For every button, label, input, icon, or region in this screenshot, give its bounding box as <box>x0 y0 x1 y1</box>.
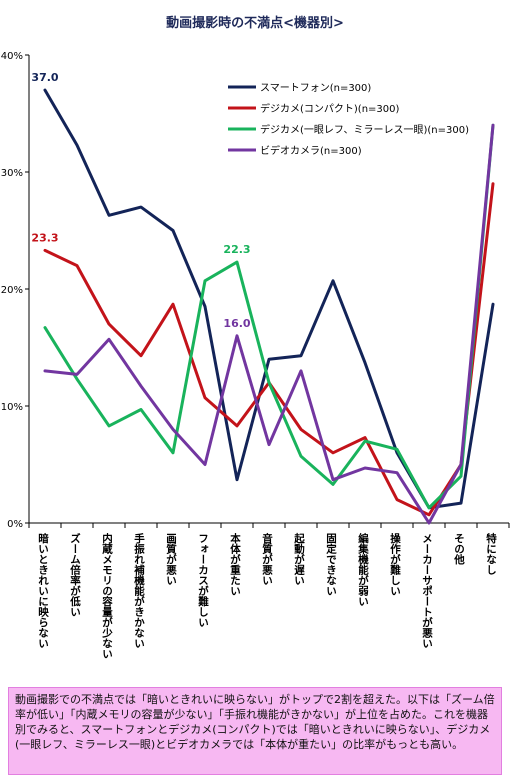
series-line-3 <box>43 123 495 525</box>
legend-label: デジカメ(一眼レフ、ミラーレス一眼)(n=300) <box>260 123 469 136</box>
chart-axes: 0% 10% 20% 30% 40% 暗いときれいに映らない ズーム倍率が低い 内蔵メモリの容… <box>1 51 510 659</box>
x-tick-label: 画質が悪い <box>165 533 177 586</box>
line-chart: 0% 10% 20% 30% 40% 暗いときれいに映らない ズーム倍率が低い 内蔵メモリの容… <box>1 51 510 659</box>
data-label: 16.0 <box>223 317 250 330</box>
chart-title: 動画撮影時の不満点<機器別> <box>166 16 344 31</box>
x-tick-label: その他 <box>453 533 465 565</box>
y-tick-label: 0% <box>7 519 23 530</box>
y-tick-label: 30% <box>1 168 23 179</box>
legend-label: デジカメ(コンパクト)(n=300) <box>260 102 400 115</box>
x-tick-label: 操作が難しい <box>389 532 401 596</box>
x-tick-label: 本体が重たい <box>229 532 241 596</box>
data-label: 37.0 <box>31 71 58 84</box>
x-tick-label: ズーム倍率が低い <box>69 532 81 617</box>
x-tick-label: メーカーサポートが悪い <box>421 533 433 649</box>
x-tick-label: 暗いときれいに映らない <box>37 532 49 648</box>
x-tick-label: フォーカスが難しい <box>197 533 209 628</box>
data-label: 22.3 <box>223 243 250 256</box>
x-tick-label: 内蔵メモリの容量が少ない <box>101 532 113 659</box>
x-tick-label: 起動が遅い <box>293 532 305 585</box>
series-lines <box>43 88 495 525</box>
y-tick-label: 20% <box>1 285 23 296</box>
legend-label: スマートフォン(n=300) <box>260 83 371 94</box>
x-tick-label: 手振れ補機能がきかない <box>133 532 145 648</box>
series-line-2 <box>43 123 495 510</box>
chart-legend: スマートフォン(n=300) デジカメ(コンパクト)(n=300) デジカメ(一眼レ… <box>228 83 469 157</box>
data-label: 23.3 <box>31 231 58 244</box>
legend-label: ビデオカメラ(n=300) <box>260 144 362 157</box>
x-tick-label: 音質が悪い <box>261 532 273 585</box>
x-tick-label: 編集機能が弱い <box>357 532 369 606</box>
y-tick-label: 40% <box>1 51 23 62</box>
series-line-1 <box>43 182 495 517</box>
summary-note: 動画撮影での不満点では「暗いときれいに映らない」がトップで2割を超えた。以下は「… <box>8 687 502 775</box>
x-tick-label: 特になし <box>485 532 497 576</box>
x-tick-label: 固定できない <box>325 533 337 596</box>
data-labels: 37.0 23.3 22.3 16.0 <box>31 71 250 330</box>
y-tick-label: 10% <box>1 402 23 413</box>
